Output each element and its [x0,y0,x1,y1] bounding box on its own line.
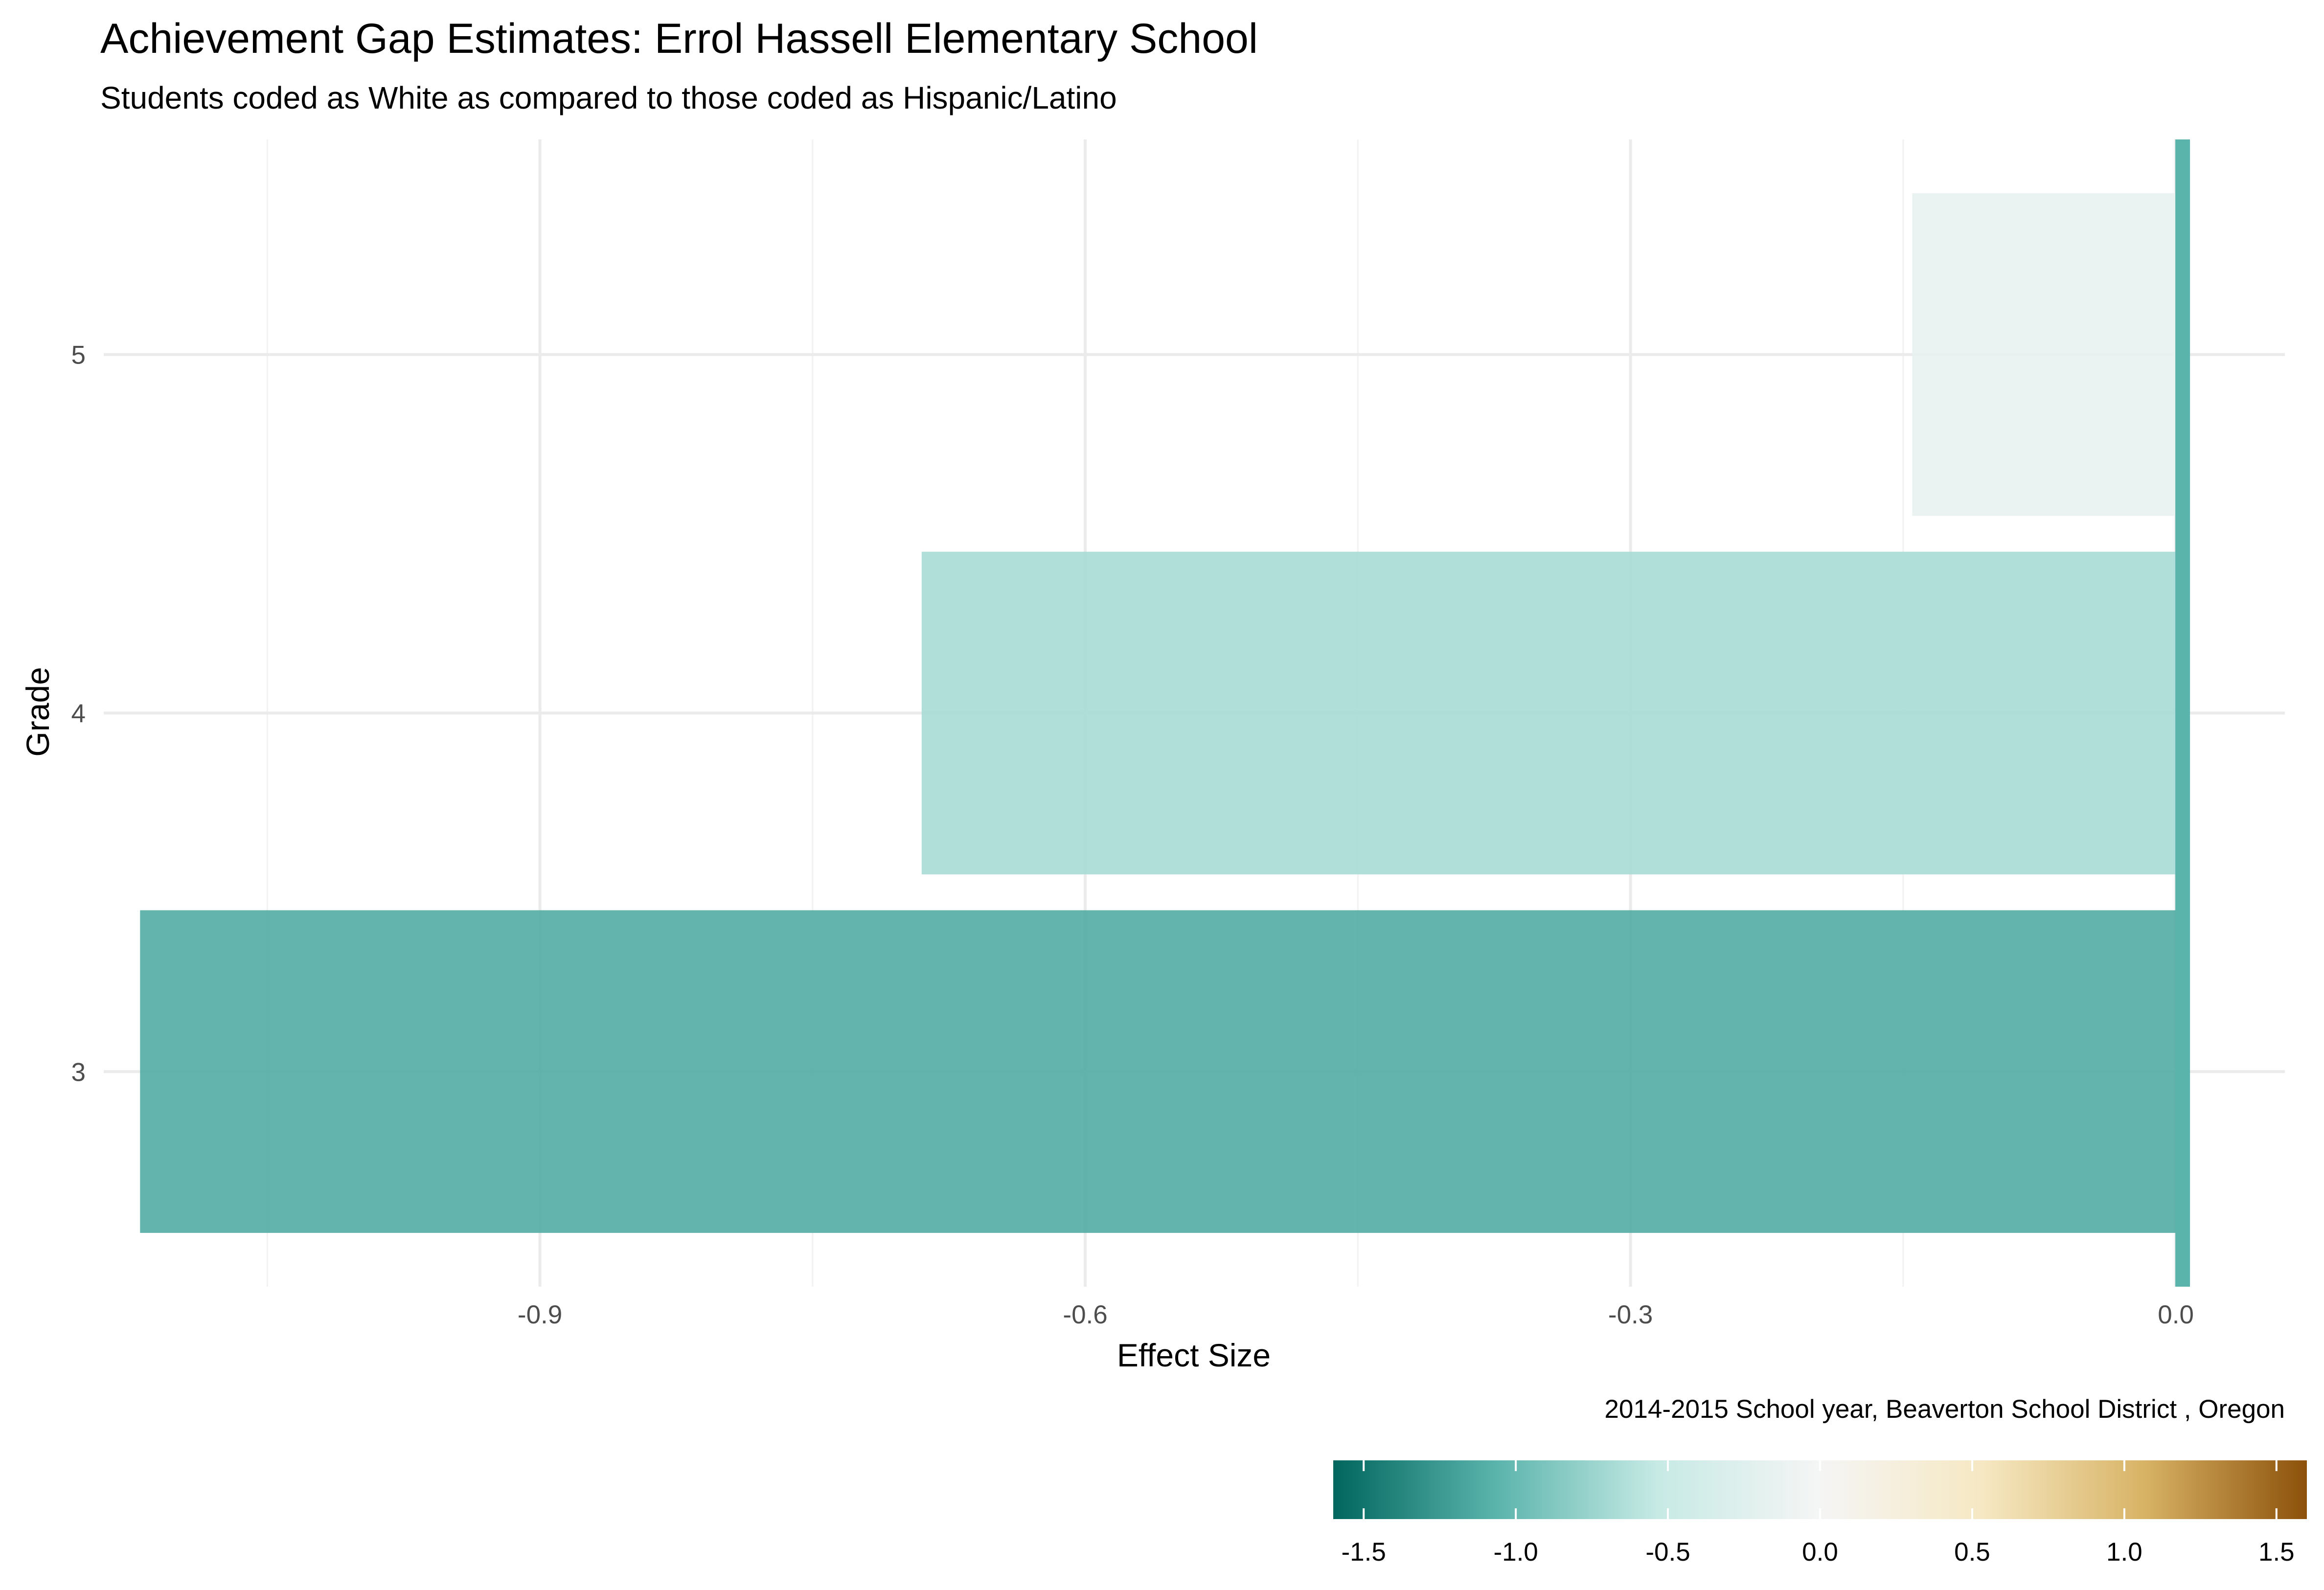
color-legend: -1.5 -1.0 -0.5 0.0 0.5 1.0 1.5 [1333,1460,2307,1567]
plot-area: -0.9 -0.6 -0.3 0.0 3 4 5 [71,139,2285,1329]
y-axis-title: Grade [20,667,56,756]
x-axis-ticks: -0.9 -0.6 -0.3 0.0 [518,1300,2194,1329]
legend-ticks: -1.5 -1.0 -0.5 0.0 0.5 1.0 1.5 [1342,1460,2295,1567]
legend-tick-label: -1.5 [1342,1538,1386,1567]
bar-grade-4 [921,551,2176,875]
x-tick-label: -0.6 [1063,1300,1107,1329]
y-axis-ticks: 3 4 5 [71,341,86,1087]
legend-tick-label: 0.0 [1802,1538,1838,1567]
chart-caption: 2014-2015 School year, Beaverton School … [1604,1395,2285,1424]
bar-grade-3 [140,910,2176,1233]
legend-tick-label: 0.5 [1954,1538,1990,1567]
y-tick-label: 4 [71,700,86,728]
x-tick-label: -0.3 [1608,1300,1653,1329]
chart-title: Achievement Gap Estimates: Errol Hassell… [100,15,1258,62]
y-tick-label: 3 [71,1058,86,1087]
legend-tick-label: 1.5 [2258,1538,2295,1567]
x-axis-title: Effect Size [1117,1337,1271,1373]
chart-subtitle: Students coded as White as compared to t… [100,80,1117,115]
legend-tick-label: 1.0 [2106,1538,2142,1567]
bars [140,193,2176,1233]
y-tick-label: 5 [71,341,86,370]
x-tick-label: 0.0 [2158,1300,2194,1329]
legend-tick-label: -1.0 [1493,1538,1538,1567]
legend-tick-label: -0.5 [1645,1538,1690,1567]
x-tick-label: -0.9 [518,1300,562,1329]
bar-grade-5 [1912,193,2176,516]
